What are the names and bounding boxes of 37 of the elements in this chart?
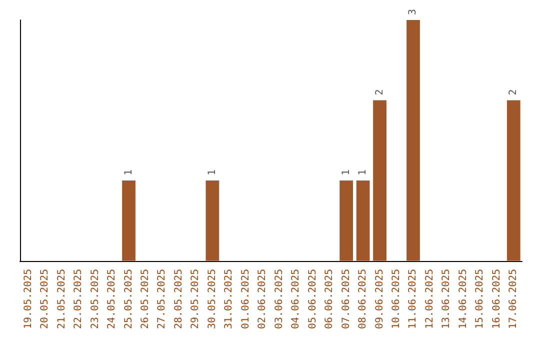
x-tick-label: 21.05.2025: [56, 268, 68, 330]
x-tick-label: 15.06.2025: [474, 268, 486, 330]
x-tick-label: 22.05.2025: [73, 268, 84, 330]
x-tick-label: 14.06.2025: [458, 268, 469, 330]
x-tick-label: 02.06.2025: [257, 268, 268, 330]
x-tick-label: 19.05.2025: [22, 268, 34, 330]
x-tick-label: 23.05.2025: [90, 268, 101, 330]
x-tick-label: 30.05.2025: [206, 268, 218, 330]
x-tick-label: 24.05.2025: [106, 268, 118, 330]
data-label: 2: [374, 89, 386, 96]
x-tick-label: 29.05.2025: [190, 268, 202, 330]
x-tick-label: 11.06.2025: [408, 268, 419, 330]
x-tick-label: 01.06.2025: [240, 268, 252, 330]
x-tick-label: 25.05.2025: [123, 268, 134, 330]
x-tick-label: 05.06.2025: [307, 268, 318, 330]
x-tick-label: 26.05.2025: [140, 268, 151, 330]
data-label: 3: [408, 8, 419, 15]
x-tick-label: 13.06.2025: [441, 268, 452, 330]
data-label: 2: [508, 89, 520, 96]
x-tick-label: 06.06.2025: [324, 268, 336, 330]
x-tick-label: 09.06.2025: [374, 268, 386, 330]
x-tick-label: 10.06.2025: [391, 268, 402, 330]
x-tick-label: 07.06.2025: [340, 268, 352, 330]
x-tick-label: 31.05.2025: [224, 268, 235, 330]
data-label: 1: [358, 170, 369, 176]
x-tick-label: 03.06.2025: [274, 268, 285, 330]
x-tick-label: 28.05.2025: [173, 268, 184, 330]
data-label: 1: [123, 170, 134, 176]
x-tick-label: 20.05.2025: [40, 268, 51, 330]
x-tick-label: 12.06.2025: [424, 268, 436, 330]
x-tick-label: 16.06.2025: [491, 268, 502, 330]
x-tick-label: 17.06.2025: [508, 268, 520, 330]
data-label: 1: [340, 170, 352, 176]
x-tick-label: 27.05.2025: [156, 268, 168, 330]
x-tick-label: 08.06.2025: [358, 268, 369, 330]
data-label: 1: [206, 170, 218, 176]
x-tick-label: 04.06.2025: [290, 268, 302, 330]
